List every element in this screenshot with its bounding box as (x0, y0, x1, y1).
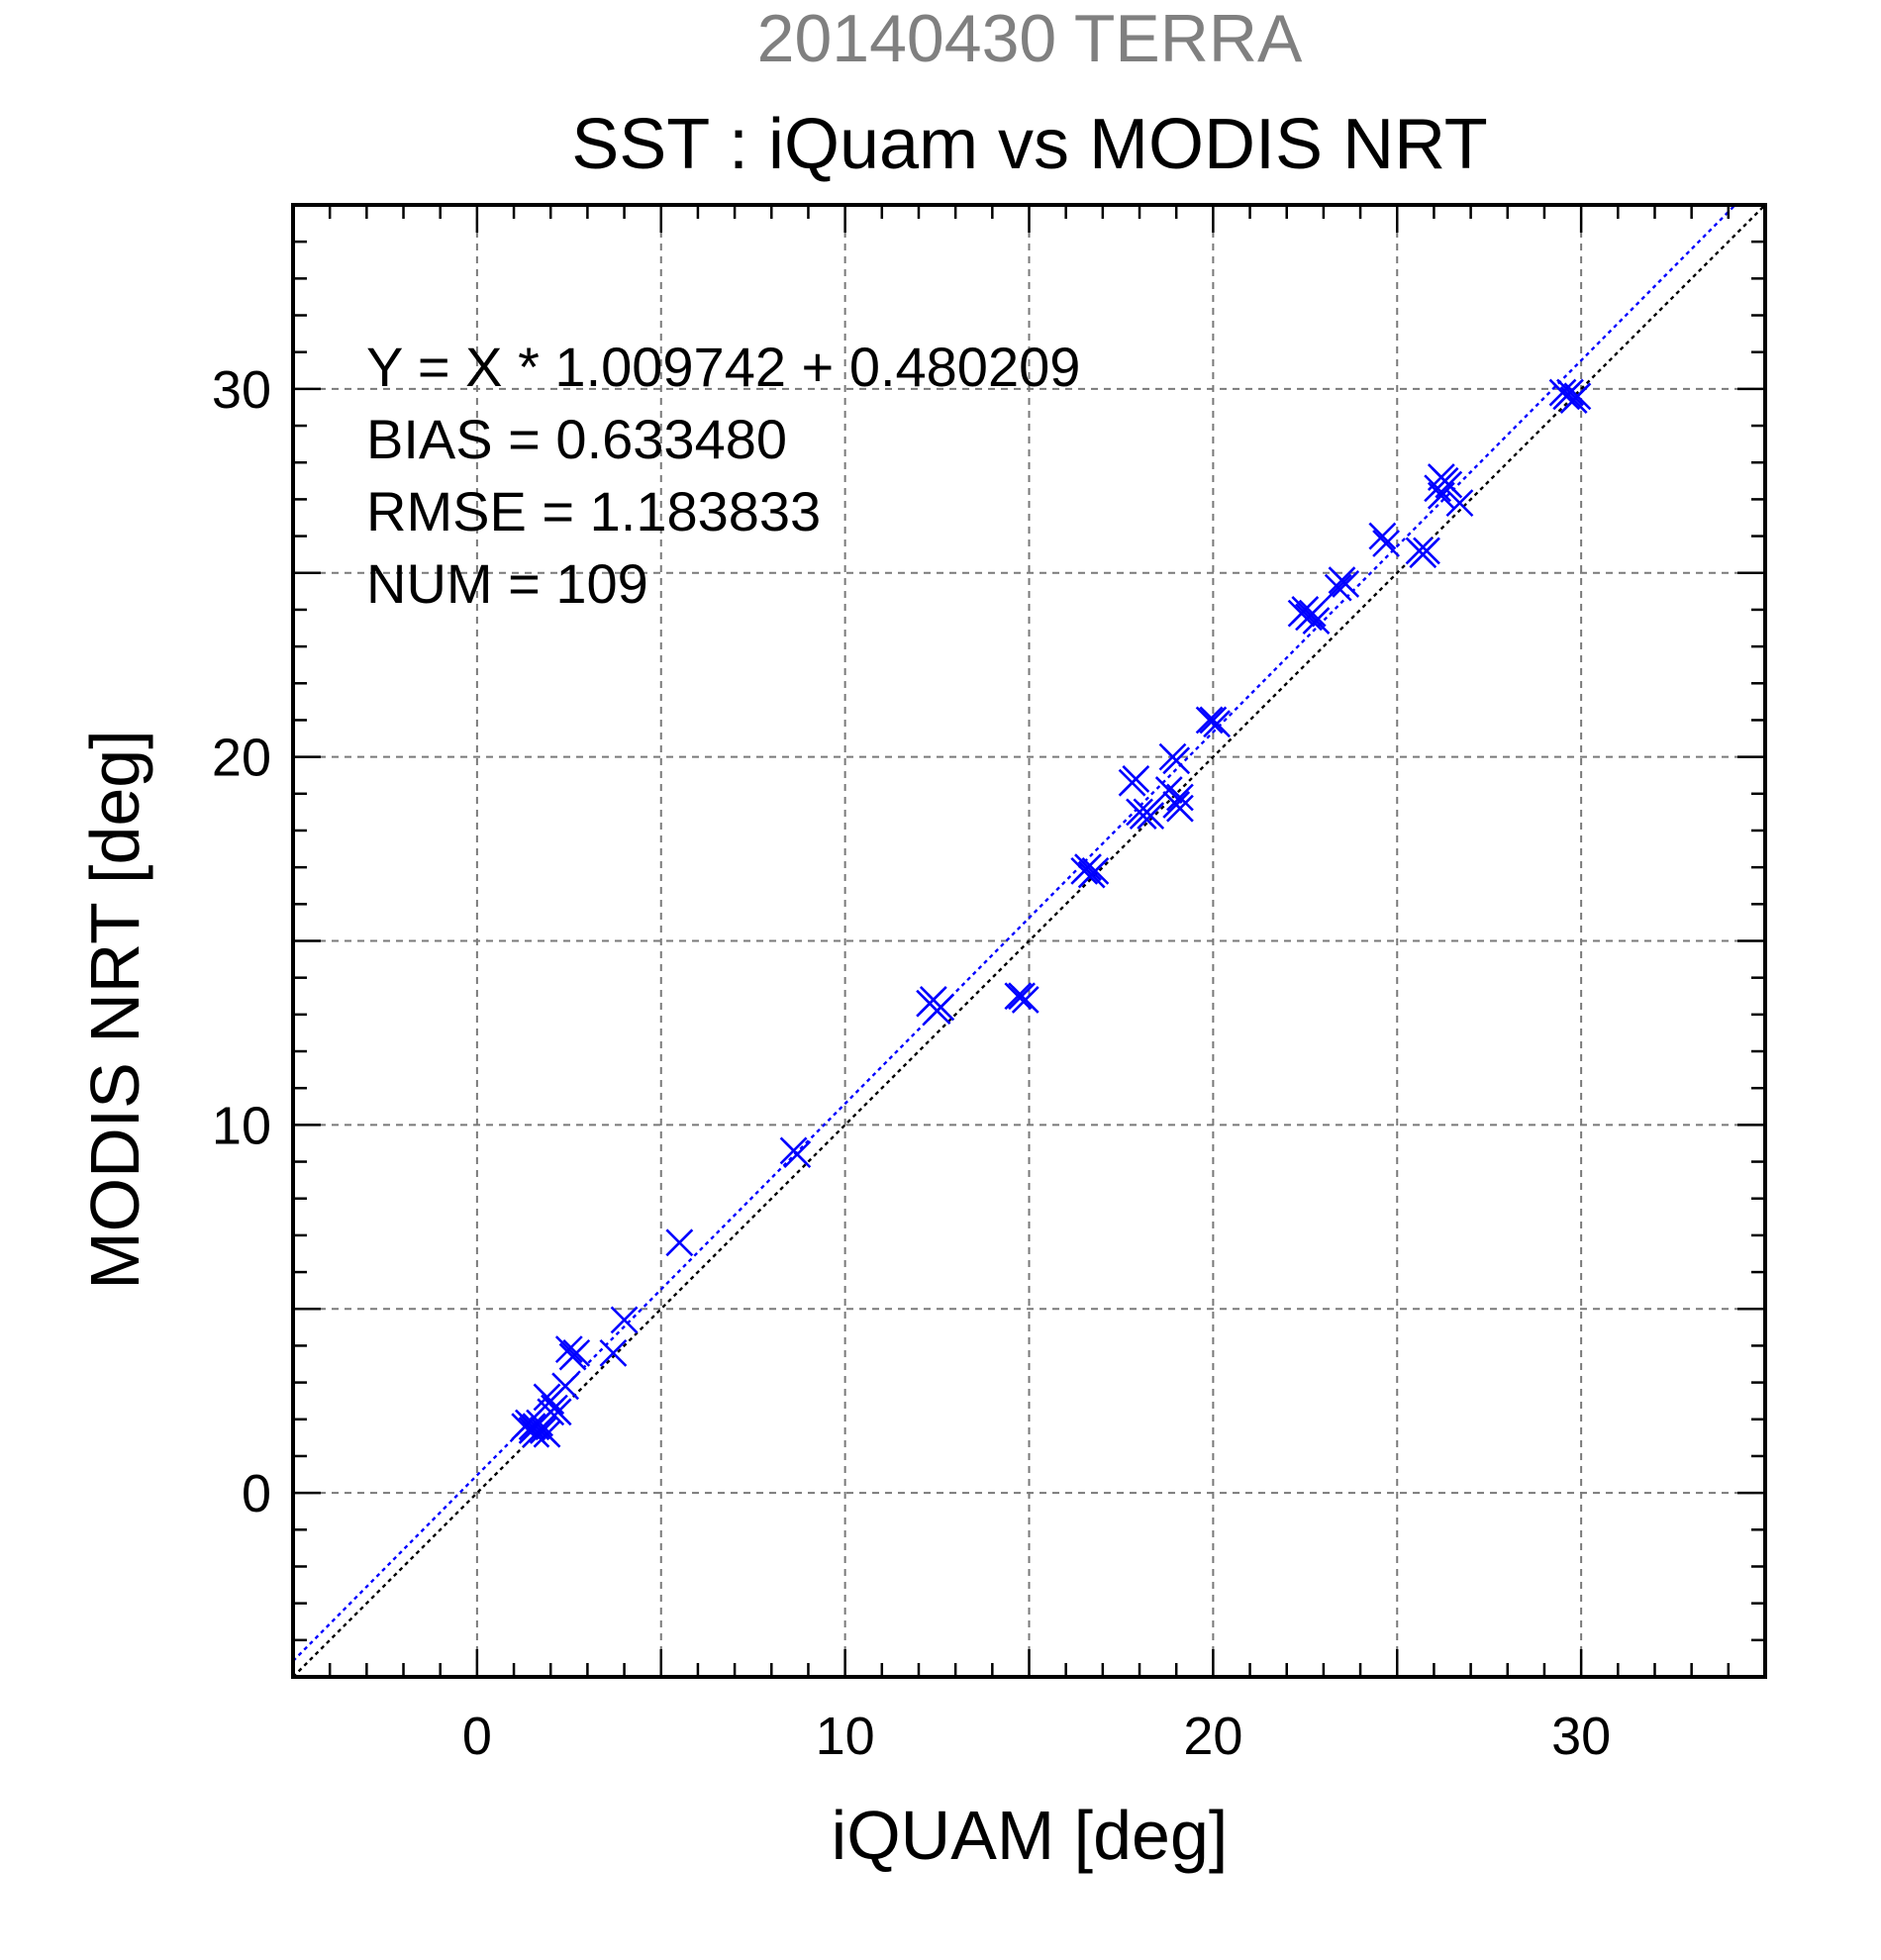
data-point (1427, 481, 1455, 510)
data-point (1137, 802, 1165, 831)
axis-ticks (291, 203, 1767, 1679)
data-point (1298, 599, 1327, 628)
data-point (1324, 573, 1352, 602)
data-point (610, 1306, 639, 1334)
data-point (554, 1335, 583, 1364)
y-axis-label: MODIS NRT [deg] (76, 730, 153, 1289)
x-tick-label: 20 (1183, 1707, 1242, 1766)
data-point (518, 1413, 546, 1441)
y-tick-label: 20 (212, 729, 271, 788)
bias-text: BIAS = 0.633480 (366, 408, 787, 470)
data-point (1445, 489, 1474, 518)
data-point (1413, 537, 1440, 565)
data-point (1166, 783, 1194, 812)
data-point (927, 993, 955, 1022)
x-tick-label: 30 (1551, 1707, 1611, 1766)
data-point (1004, 982, 1033, 1011)
data-point (1372, 530, 1401, 557)
x-axis-label: iQUAM [deg] (832, 1797, 1229, 1874)
data-point (1122, 765, 1150, 793)
y-tick-label: 30 (212, 360, 271, 420)
data-point (665, 1228, 694, 1257)
data-points (511, 378, 1592, 1448)
rmse-text: RMSE = 1.183833 (366, 480, 821, 542)
x-tick-label: 0 (462, 1707, 492, 1766)
chart-date-title: 20140430 TERRA (757, 1, 1303, 76)
data-point (1081, 856, 1110, 885)
data-point (783, 1140, 812, 1169)
y-tick-label: 10 (212, 1096, 271, 1155)
num-text: NUM = 109 (366, 552, 648, 615)
x-tick-label: 10 (816, 1707, 875, 1766)
data-point (1203, 710, 1232, 738)
data-point (533, 1420, 561, 1448)
data-point (1074, 853, 1102, 882)
data-point (1302, 607, 1331, 635)
data-point (599, 1338, 628, 1367)
data-point (1332, 569, 1360, 598)
statistics-annotation: Y = X * 1.009742 + 0.480209 BIAS = 0.633… (366, 336, 1080, 615)
data-point (1011, 986, 1040, 1014)
plot-frame (291, 203, 1767, 1679)
data-point (522, 1420, 550, 1448)
data-point (1162, 746, 1191, 775)
chart-title: SST : iQuam vs MODIS NRT (571, 105, 1488, 184)
data-point (551, 1372, 580, 1401)
data-point (1368, 522, 1397, 550)
data-point (1563, 382, 1592, 411)
fit-equation-text: Y = X * 1.009742 + 0.480209 (366, 336, 1080, 398)
one-to-one-line (293, 205, 1765, 1677)
data-point (1195, 706, 1224, 735)
data-point (562, 1338, 591, 1367)
y-tick-label: 0 (242, 1464, 271, 1523)
data-point (1166, 794, 1194, 823)
data-point (544, 1398, 572, 1426)
grid (293, 205, 1765, 1677)
tick-labels: 0 10 20 30 0 10 20 30 (212, 360, 1611, 1766)
data-point (1556, 378, 1584, 407)
